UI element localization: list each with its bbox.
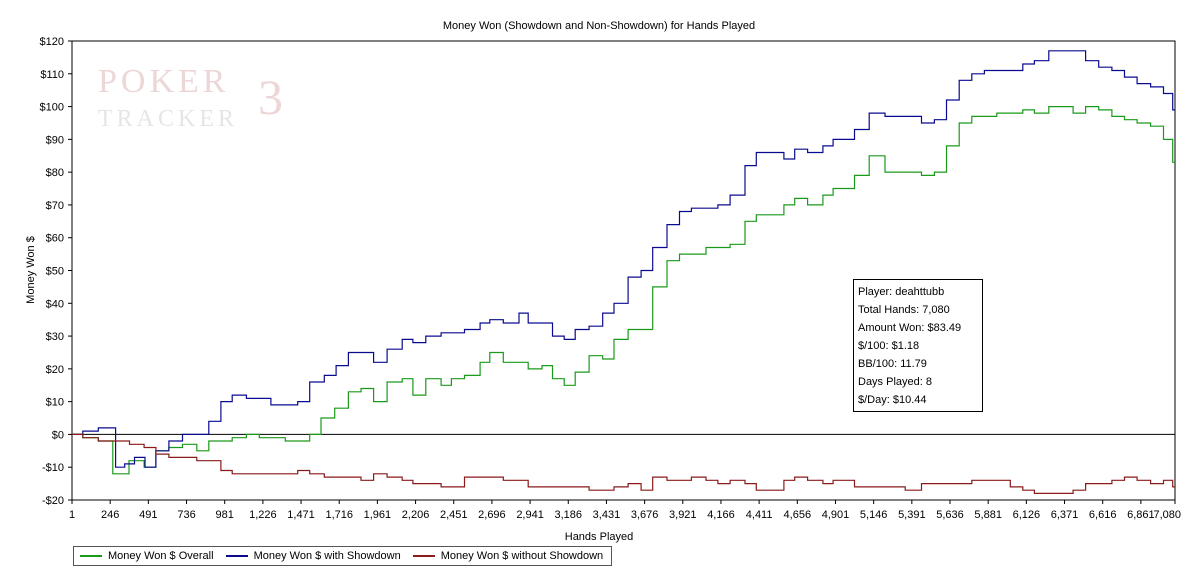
y-tick-label: $100 (40, 102, 64, 114)
y-tick-label: $60 (46, 233, 64, 245)
chart-legend: Money Won $ Overall Money Won $ with Sho… (73, 546, 613, 566)
series-line-overall (72, 106, 1175, 475)
legend-label-showdown: Money Won $ with Showdown (253, 550, 401, 562)
x-tick-label: 981 (216, 509, 234, 521)
y-tick-label: -$10 (42, 462, 64, 474)
x-tick-label: 4,656 (784, 509, 812, 521)
x-tick-label: 6,126 (1013, 509, 1041, 521)
y-tick-label: $50 (46, 266, 64, 278)
y-tick-label: $20 (46, 364, 64, 376)
x-tick-label: 6,861 (1127, 509, 1155, 521)
x-tick-label: 3,431 (593, 509, 621, 521)
y-tick-label: $10 (46, 397, 64, 409)
stat-dollars-per-day: $/Day: $10.44 (858, 394, 927, 406)
y-tick-label: $40 (46, 298, 64, 310)
x-tick-label: 4,166 (707, 509, 735, 521)
x-tick-label: 1,226 (249, 509, 277, 521)
x-tick-label: 1,961 (364, 509, 392, 521)
legend-swatch-non-showdown (412, 555, 435, 557)
x-tick-label: 736 (177, 509, 195, 521)
x-tick-label: 2,206 (402, 509, 430, 521)
legend-item-non-showdown[interactable]: Money Won $ without Showdown (412, 550, 604, 562)
legend-item-showdown[interactable]: Money Won $ with Showdown (225, 550, 401, 562)
x-tick-label: 3,921 (669, 509, 697, 521)
y-axis-label: Money Won $ (25, 236, 37, 304)
axis-ticks: -$20 -$10 $0 $10 $20 $30 $40 $50 $60 $70 $80 $90 $10… (40, 36, 1181, 521)
y-tick-label: $80 (46, 167, 64, 179)
x-tick-label: 5,636 (936, 509, 964, 521)
x-tick-label: 7,080 (1153, 509, 1181, 521)
plot-area-frame (71, 40, 1176, 501)
x-tick-label: 1,716 (325, 509, 353, 521)
y-tick-label: $90 (46, 134, 64, 146)
legend-label-overall: Money Won $ Overall (108, 550, 214, 562)
x-tick-label: 491 (139, 509, 157, 521)
x-tick-label: 4,901 (822, 509, 850, 521)
x-tick-label: 5,146 (860, 509, 888, 521)
series-lines (72, 50, 1175, 494)
legend-item-overall[interactable]: Money Won $ Overall (80, 550, 214, 562)
series-line-with-showdown (72, 50, 1175, 468)
x-tick-label: 246 (101, 509, 119, 521)
x-tick-label: 3,676 (631, 509, 659, 521)
chart-title: Money Won (Showdown and Non-Showdown) fo… (443, 20, 755, 32)
stat-dollars-per-100: $/100: $1.18 (858, 340, 920, 352)
x-tick-label: 3,186 (554, 509, 582, 521)
y-tick-label: $70 (46, 200, 64, 212)
stat-amount-won: Amount Won: $83.49 (858, 322, 962, 334)
y-tick-label: $30 (46, 331, 64, 343)
legend-label-non-showdown: Money Won $ without Showdown (440, 550, 604, 562)
stat-days-played: Days Played: 8 (858, 376, 932, 388)
y-tick-label: -$20 (42, 495, 64, 507)
x-tick-label: 4,411 (746, 509, 773, 521)
y-tick-label: $0 (52, 429, 64, 441)
x-axis-label: Hands Played (565, 531, 634, 543)
y-tick-label: $110 (40, 69, 64, 81)
x-tick-label: 5,881 (974, 509, 1002, 521)
x-tick-label: 1 (69, 509, 75, 521)
y-tick-label: $120 (40, 36, 64, 48)
stat-bb-per-100: BB/100: 11.79 (858, 358, 927, 370)
x-tick-label: 2,696 (478, 509, 506, 521)
legend-swatch-showdown (225, 555, 248, 557)
x-tick-label: 5,391 (898, 509, 926, 521)
x-tick-label: 1,471 (287, 509, 315, 521)
series-line-without-showdown (72, 433, 1175, 494)
stat-total-hands: Total Hands: 7,080 (858, 304, 950, 316)
stat-player: Player: deahttubb (858, 286, 945, 298)
legend-swatch-overall (80, 555, 102, 557)
x-tick-label: 2,941 (516, 509, 544, 521)
x-tick-label: 2,451 (440, 509, 468, 521)
player-stats-box: Player: deahttubb Total Hands: 7,080 Amo… (853, 279, 983, 412)
x-tick-label: 6,616 (1089, 509, 1117, 521)
x-tick-label: 6,371 (1051, 509, 1079, 521)
